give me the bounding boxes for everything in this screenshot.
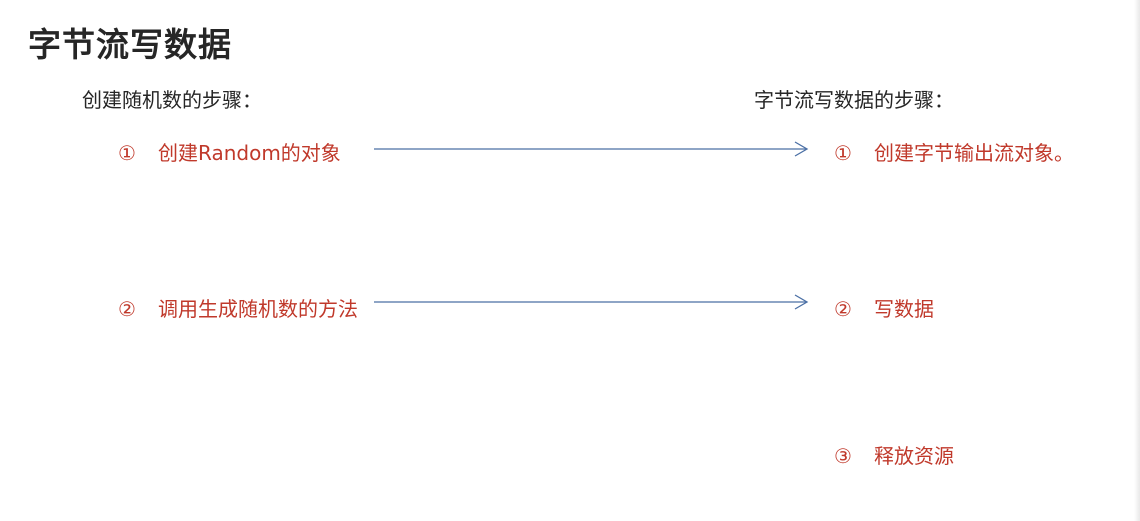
arrow-step-2 [374,294,809,310]
step-number: ② [118,297,136,321]
arrow-step-1 [374,141,809,157]
step-number: ① [118,141,136,165]
left-step-2: ② 调用生成随机数的方法 [118,293,358,322]
slide-edge-shadow [1134,0,1140,521]
step-number: ① [834,141,852,165]
right-step-1: ① 创建字节输出流对象。 [834,137,1074,166]
left-step-1: ① 创建Random的对象 [118,137,341,166]
step-text: 释放资源 [874,444,954,468]
step-text: 创建字节输出流对象。 [874,141,1074,165]
right-step-2: ② 写数据 [834,293,934,322]
step-text: 创建Random的对象 [158,141,341,165]
right-heading: 字节流写数据的步骤： [754,88,954,112]
left-heading: 创建随机数的步骤： [82,88,262,112]
slide-title: 字节流写数据 [28,25,232,64]
step-number: ② [834,297,852,321]
step-text: 调用生成随机数的方法 [158,297,358,321]
right-step-3: ③ 释放资源 [834,440,954,469]
step-number: ③ [834,444,852,468]
step-text: 写数据 [874,297,934,321]
